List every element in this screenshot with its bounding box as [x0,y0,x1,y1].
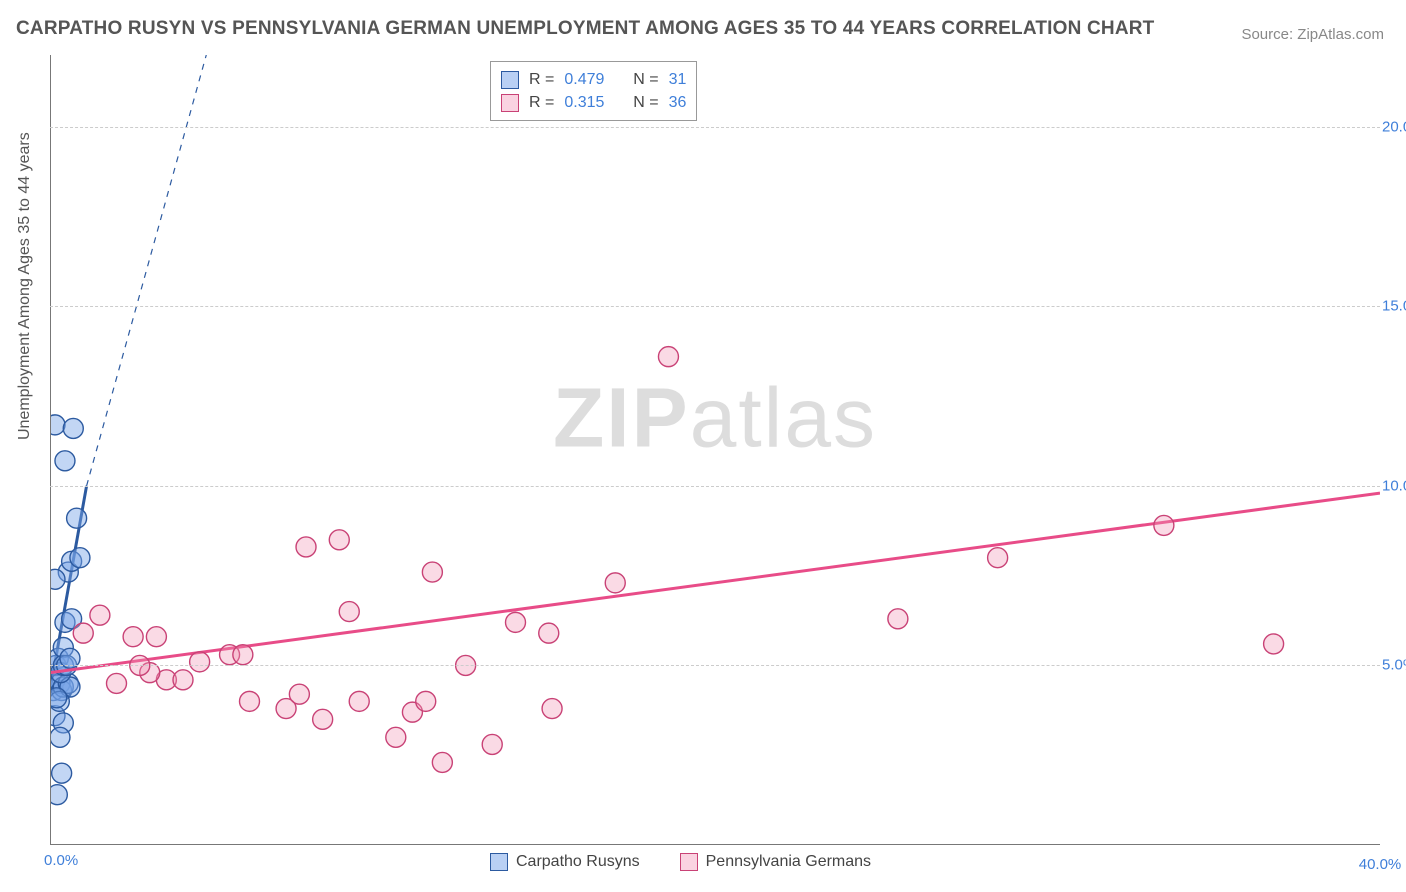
n-label: N = [633,91,658,114]
legend-item: Pennsylvania Germans [680,853,871,871]
plot-area: ZIPatlas R = 0.479 N = 31 R = 0.315 N = … [50,55,1380,845]
source-label: Source: ZipAtlas.com [1241,26,1384,43]
gridline [50,306,1380,307]
r-value: 0.479 [564,68,604,91]
swatch-blue-icon [501,71,519,89]
y-tick-label: 15.0% [1382,298,1406,315]
r-label: R = [529,68,554,91]
legend-label: Pennsylvania Germans [706,853,871,871]
swatch-pink-icon [501,94,519,112]
r-label: R = [529,91,554,114]
gridline [50,486,1380,487]
swatch-pink-icon [680,853,698,871]
n-value: 31 [669,68,687,91]
legend-stats-row: R = 0.479 N = 31 [501,68,686,91]
n-value: 36 [669,91,687,114]
scatter-plot-svg [50,55,1380,845]
x-tick-right: 40.0% [1359,856,1402,873]
y-axis-line [50,55,51,845]
gridline [50,665,1380,666]
y-tick-label: 5.0% [1382,657,1406,674]
gridline [50,127,1380,128]
x-tick-left: 0.0% [44,852,78,869]
y-tick-label: 10.0% [1382,477,1406,494]
y-tick-label: 20.0% [1382,118,1406,135]
chart-container: CARPATHO RUSYN VS PENNSYLVANIA GERMAN UN… [0,0,1406,892]
legend-series: Carpatho Rusyns Pennsylvania Germans [490,853,871,871]
y-axis-label: Unemployment Among Ages 35 to 44 years [16,132,34,440]
r-value: 0.315 [564,91,604,114]
legend-stats-row: R = 0.315 N = 36 [501,91,686,114]
legend-label: Carpatho Rusyns [516,853,640,871]
x-axis-line [50,844,1380,845]
legend-item: Carpatho Rusyns [490,853,640,871]
n-label: N = [633,68,658,91]
legend-stats-box: R = 0.479 N = 31 R = 0.315 N = 36 [490,61,697,121]
chart-title: CARPATHO RUSYN VS PENNSYLVANIA GERMAN UN… [16,18,1155,40]
swatch-blue-icon [490,853,508,871]
